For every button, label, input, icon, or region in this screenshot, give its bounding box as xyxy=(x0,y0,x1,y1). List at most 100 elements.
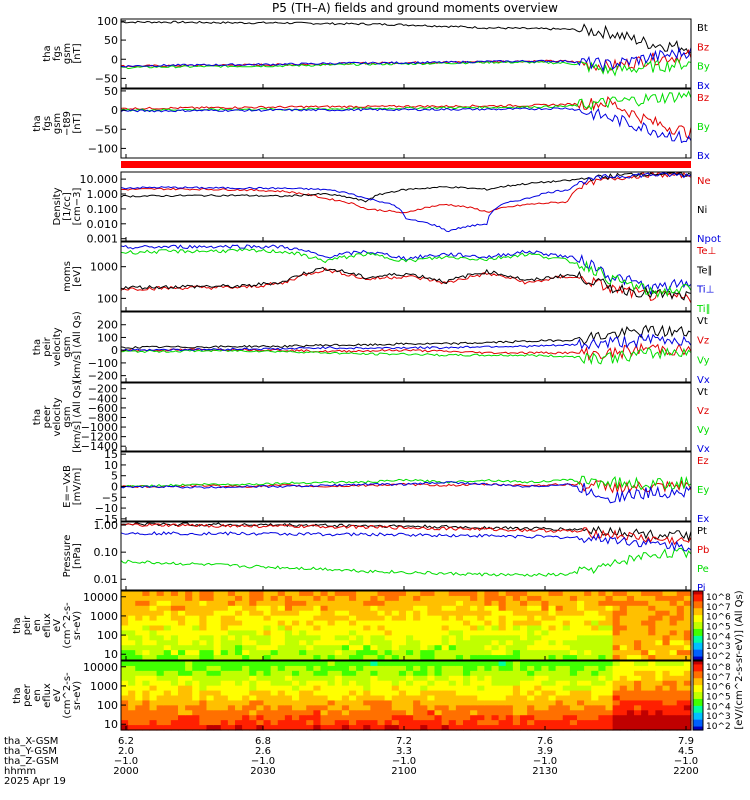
heatmap-cell xyxy=(341,635,350,641)
heatmap-cell xyxy=(299,675,307,682)
legend-moms-1: Te∥ xyxy=(696,265,713,276)
heatmap-cell xyxy=(591,615,599,622)
heatmap-cell xyxy=(520,665,528,672)
heatmap-cell xyxy=(484,670,493,677)
heatmap-cell xyxy=(548,620,557,627)
heatmap-cell xyxy=(484,591,493,597)
heatmap-cell xyxy=(683,650,692,656)
heatmap-cell xyxy=(277,645,286,651)
y-tick-label: 15 xyxy=(104,448,118,461)
colorbar-tick-label: 10^2 xyxy=(706,722,731,732)
heatmap-cell xyxy=(626,595,635,602)
heatmap-cell xyxy=(676,591,685,597)
heatmap-cell xyxy=(178,610,186,617)
heatmap-cell xyxy=(249,661,257,667)
heatmap-cell xyxy=(505,725,514,731)
heatmap-cell xyxy=(398,655,407,661)
heatmap-cell xyxy=(605,610,614,617)
heatmap-cell xyxy=(534,595,542,602)
heatmap-cell xyxy=(292,675,300,682)
y-axis-label: fgs xyxy=(52,46,63,61)
heatmap-cell xyxy=(427,670,436,677)
heatmap-cell xyxy=(427,710,436,716)
heatmap-cell xyxy=(534,670,542,677)
heatmap-cell xyxy=(178,720,186,726)
heatmap-cell xyxy=(541,710,550,716)
heatmap-cell xyxy=(612,640,621,646)
heatmap-cell xyxy=(491,595,500,602)
heatmap-cell xyxy=(363,710,371,716)
heatmap-cell xyxy=(477,635,485,641)
heatmap-cell xyxy=(491,620,500,627)
heatmap-cell xyxy=(398,665,407,672)
heatmap-cell xyxy=(128,610,136,617)
heatmap-cell xyxy=(619,600,628,607)
y-tick-label: −15 xyxy=(95,513,118,526)
heatmap-cell xyxy=(320,675,329,682)
heatmap-cell xyxy=(527,715,535,721)
heatmap-cell xyxy=(498,695,507,702)
heatmap-cell xyxy=(441,720,450,726)
heatmap-cell xyxy=(299,715,307,721)
heatmap-cell xyxy=(584,610,592,617)
heatmap-cell xyxy=(548,600,557,607)
heatmap-cell xyxy=(406,591,414,597)
legend-pressure-1: Pb xyxy=(697,545,709,556)
heatmap-cell xyxy=(406,595,414,602)
heatmap-cell xyxy=(256,635,265,641)
heatmap-cell xyxy=(577,650,585,656)
heatmap-cell xyxy=(235,675,243,682)
heatmap-cell xyxy=(591,645,599,651)
heatmap-cell xyxy=(220,670,229,677)
heatmap-cell xyxy=(634,610,642,617)
heatmap-cell xyxy=(370,600,379,607)
heatmap-cell xyxy=(292,620,300,627)
heatmap-cell xyxy=(398,710,407,716)
heatmap-cell xyxy=(605,725,614,731)
heatmap-cell xyxy=(512,640,521,646)
heatmap-cell xyxy=(448,720,457,726)
heatmap-cell xyxy=(626,710,635,716)
heatmap-cell xyxy=(676,720,685,726)
heatmap-cell xyxy=(121,640,129,646)
heatmap-cell xyxy=(178,650,186,656)
heatmap-cell xyxy=(491,665,500,672)
heatmap-cell xyxy=(277,685,286,692)
heatmap-cell xyxy=(299,680,307,687)
heatmap-cell xyxy=(520,620,528,627)
heatmap-cell xyxy=(341,685,350,692)
heatmap-cell xyxy=(555,670,564,677)
heatmap-cell xyxy=(534,725,542,731)
heatmap-cell xyxy=(227,715,236,721)
heatmap-cell xyxy=(527,620,535,627)
series-line-pressure-1 xyxy=(120,523,692,546)
heatmap-cell xyxy=(662,655,671,661)
heatmap-cell xyxy=(149,700,158,706)
heatmap-cell xyxy=(398,675,407,682)
heatmap-cell xyxy=(455,700,464,706)
heatmap-cell xyxy=(121,685,129,692)
heatmap-cell xyxy=(477,625,485,632)
heatmap-cell xyxy=(156,685,165,692)
heatmap-cell xyxy=(284,690,293,697)
heatmap-cell xyxy=(634,655,642,661)
heatmap-cell xyxy=(306,600,314,607)
heatmap-cell xyxy=(206,645,215,651)
heatmap-cell xyxy=(192,600,200,607)
heatmap-cell xyxy=(548,715,557,721)
heatmap-cell xyxy=(655,690,664,697)
heatmap-cell xyxy=(128,645,136,651)
heatmap-cell xyxy=(541,720,550,726)
heatmap-cell xyxy=(370,625,379,632)
colorbar-swatch xyxy=(693,628,703,633)
heatmap-cell xyxy=(477,595,485,602)
heatmap-cell xyxy=(455,661,464,667)
heatmap-cell xyxy=(292,630,300,636)
heatmap-cell xyxy=(555,591,564,597)
heatmap-cell xyxy=(270,630,279,636)
heatmap-cell xyxy=(413,685,421,692)
heatmap-cell xyxy=(413,670,421,677)
heatmap-cell xyxy=(313,640,322,646)
heatmap-cell xyxy=(320,661,329,667)
